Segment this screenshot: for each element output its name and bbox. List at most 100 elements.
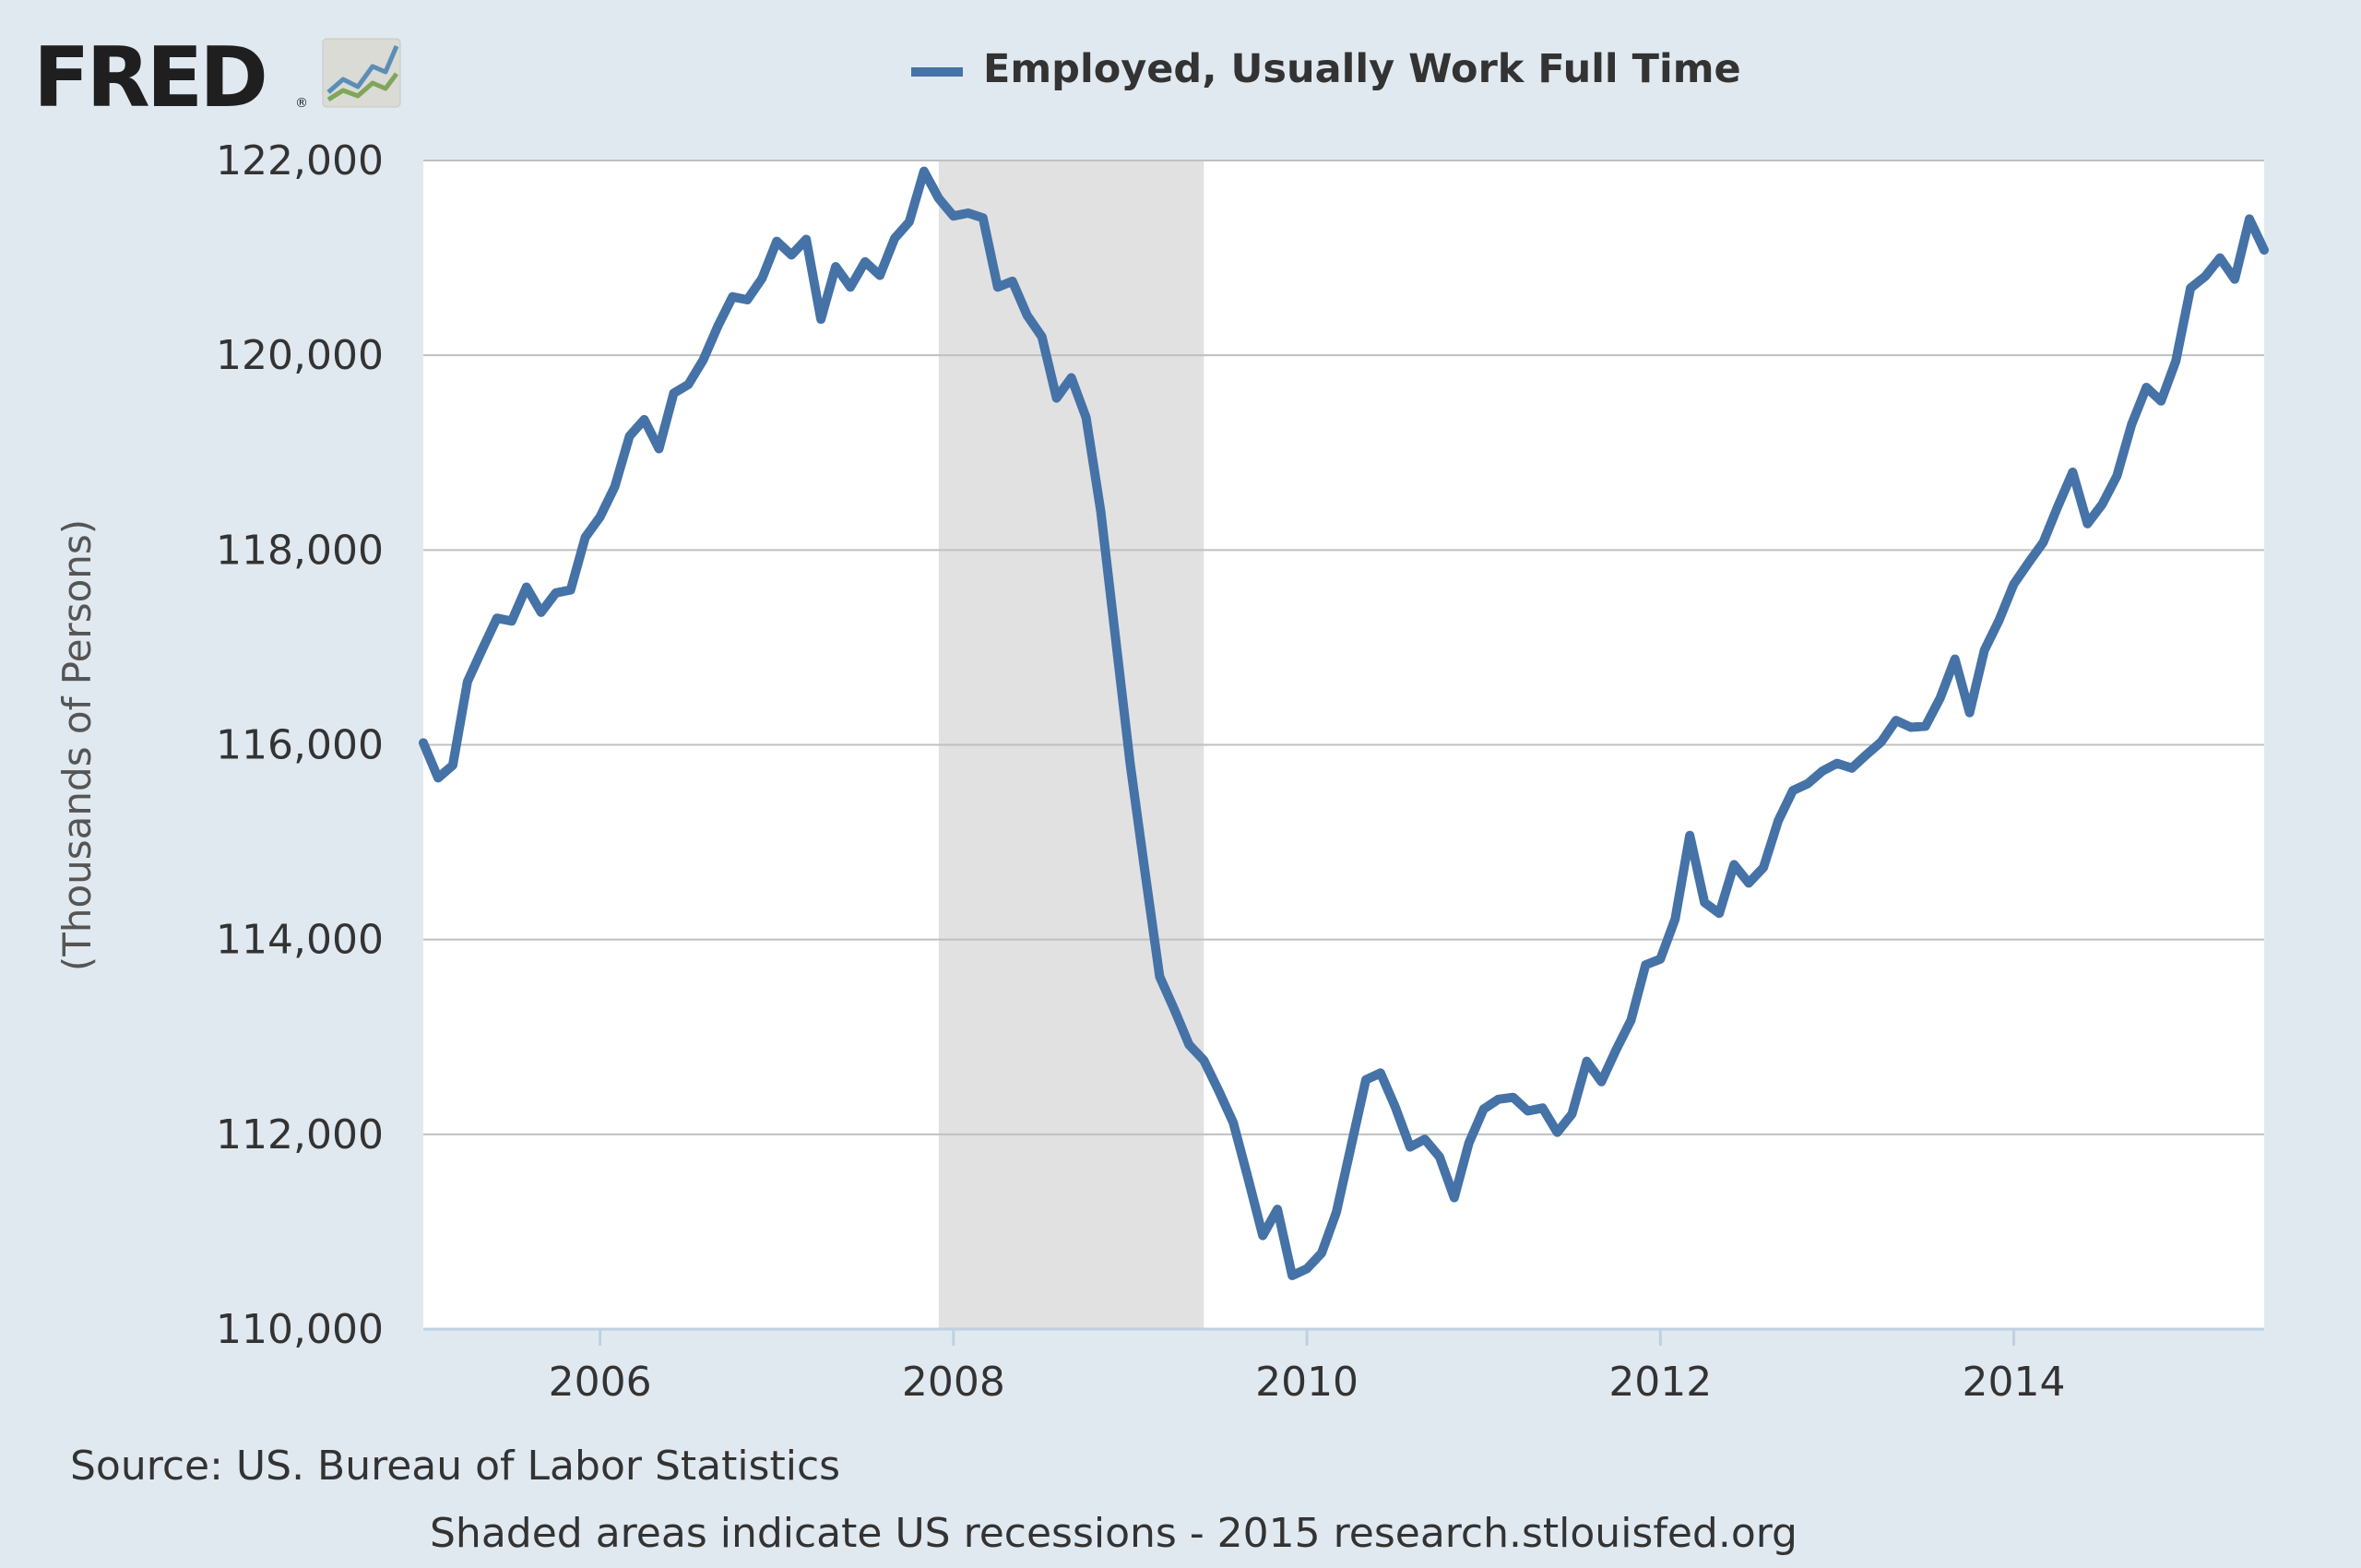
data-point — [1228, 1118, 1238, 1127]
data-point — [1243, 1173, 1252, 1182]
data-point — [1583, 1057, 1592, 1066]
data-point — [1184, 1040, 1193, 1050]
data-point — [934, 194, 943, 203]
data-point — [448, 761, 457, 770]
data-point — [772, 237, 781, 246]
data-point — [964, 208, 973, 218]
data-point — [1111, 633, 1121, 642]
data-point — [698, 355, 707, 364]
data-point — [478, 645, 487, 654]
data-point — [1847, 764, 1857, 773]
data-point — [581, 533, 590, 542]
data-point — [713, 322, 722, 331]
x-tick-label: 2010 — [1255, 1359, 1358, 1406]
data-point — [1406, 1143, 1415, 1152]
y-axis-title: (Thousands of Persons) — [54, 519, 100, 971]
data-point — [1258, 1231, 1267, 1241]
data-point — [1361, 1075, 1370, 1085]
y-tick-label: 116,000 — [216, 722, 384, 769]
data-point — [1169, 1005, 1179, 1015]
data-point — [801, 235, 811, 244]
data-point — [1391, 1102, 1400, 1111]
data-point — [728, 292, 737, 302]
data-point — [787, 250, 796, 259]
y-axis-labels: 110,000 112,000 114,000 116,000 118,000 120,0… — [216, 137, 384, 1353]
data-point — [1936, 694, 1945, 703]
data-point — [890, 234, 899, 244]
data-point — [1744, 878, 1753, 887]
recession-note[interactable]: Shaded areas indicate US recessions - 20… — [430, 1510, 1797, 1557]
data-point — [1140, 867, 1149, 876]
data-point — [683, 380, 693, 389]
data-point — [1611, 1045, 1620, 1054]
data-point — [1685, 831, 1694, 840]
data-point — [419, 738, 428, 747]
data-point — [1729, 860, 1738, 869]
y-tick-label: 120,000 — [216, 332, 384, 379]
x-tick-label: 2008 — [902, 1359, 1005, 1406]
data-point — [2171, 357, 2180, 366]
legend-label: Employed, Usually Work Full Time — [983, 46, 1741, 92]
data-point — [1302, 1265, 1311, 1274]
data-point — [1995, 615, 2004, 624]
data-point — [1097, 506, 1106, 516]
data-point — [1714, 909, 1724, 918]
data-point — [2112, 471, 2121, 481]
data-point — [2097, 500, 2106, 509]
data-point — [1420, 1134, 1430, 1144]
legend[interactable]: Employed, Usually Work Full Time — [911, 46, 1741, 92]
data-point — [596, 512, 605, 521]
data-point — [2024, 558, 2034, 567]
data-point — [670, 388, 679, 398]
data-point — [1126, 760, 1135, 769]
data-point — [1067, 374, 1076, 383]
x-axis-ticks — [599, 1329, 2016, 1346]
x-axis-labels: 2006 2008 2010 2012 2014 — [549, 1359, 2066, 1406]
series-line-employed-full-time[interactable] — [419, 166, 2269, 1280]
data-point — [2053, 502, 2062, 511]
data-point — [846, 282, 855, 291]
data-point — [1465, 1138, 1474, 1147]
data-point — [1494, 1095, 1503, 1104]
data-point — [993, 282, 1003, 291]
x-tick-label: 2012 — [1608, 1359, 1712, 1406]
data-point — [757, 274, 766, 283]
data-point — [2082, 519, 2092, 529]
data-point — [1803, 779, 1812, 789]
data-point — [2068, 468, 2077, 477]
data-point — [1641, 960, 1650, 969]
data-point — [2260, 245, 2269, 255]
data-point — [1877, 737, 1886, 746]
data-point — [2245, 214, 2254, 223]
data-point — [1214, 1086, 1223, 1095]
data-point — [1435, 1152, 1444, 1161]
data-point — [1553, 1128, 1562, 1137]
data-point — [522, 583, 531, 592]
data-point — [1670, 915, 1679, 924]
data-point — [1700, 898, 1709, 908]
data-point — [463, 677, 472, 686]
data-point — [1906, 723, 1916, 732]
data-point — [1038, 332, 1047, 341]
fred-logo-text: FRED — [33, 30, 265, 126]
data-point — [507, 616, 516, 625]
data-point — [1568, 1110, 1577, 1119]
data-point — [831, 262, 840, 271]
data-point — [2215, 254, 2225, 263]
data-point — [875, 271, 884, 280]
data-point — [2156, 397, 2165, 406]
source-note: Source: US. Bureau of Labor Statistics — [70, 1443, 840, 1490]
y-tick-label: 110,000 — [216, 1306, 384, 1353]
fred-graph-icon — [322, 38, 401, 108]
data-point — [1774, 816, 1783, 826]
data-point — [2127, 420, 2136, 429]
data-point — [1155, 972, 1164, 981]
x-tick-label: 2006 — [549, 1359, 652, 1406]
y-tick-label: 112,000 — [216, 1111, 384, 1158]
fred-logo[interactable]: FRED ® — [33, 30, 401, 126]
data-point — [1317, 1249, 1326, 1258]
data-point — [611, 482, 620, 492]
data-point — [1655, 955, 1665, 964]
